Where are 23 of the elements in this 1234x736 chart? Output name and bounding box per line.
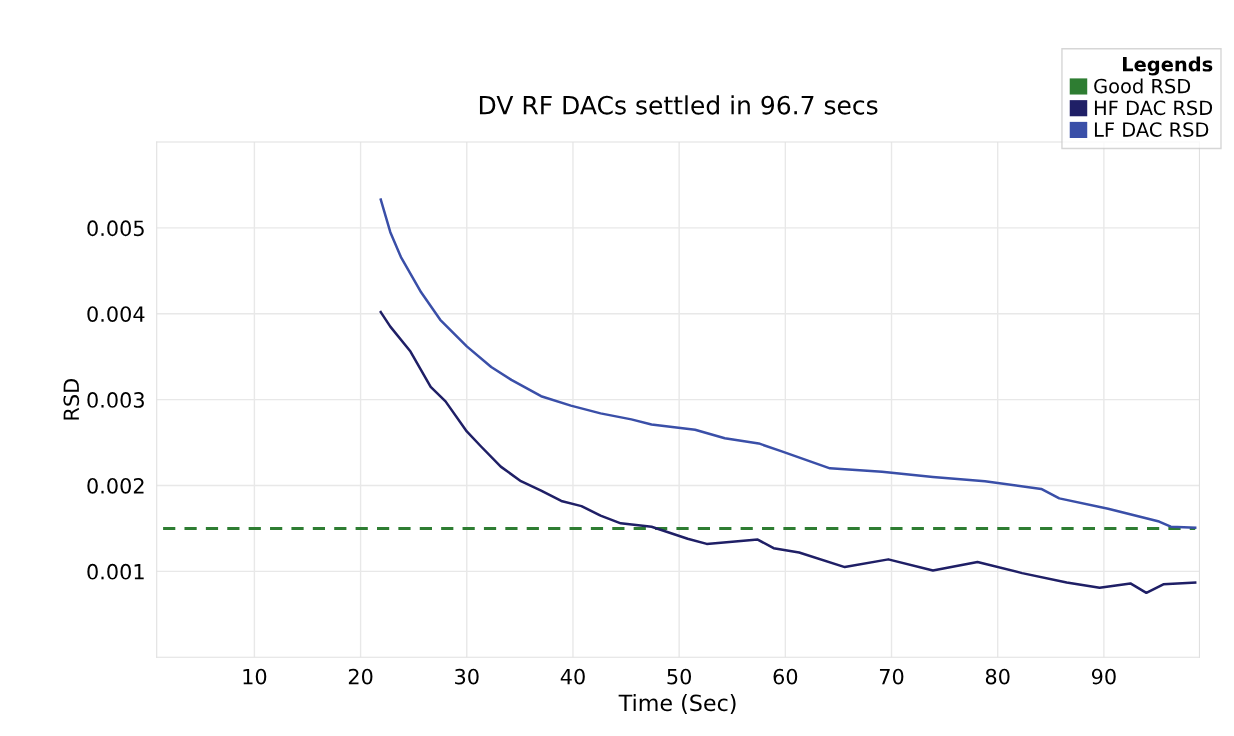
legend-label: LF DAC RSD xyxy=(1094,122,1209,137)
y-tick-label: 0.002 xyxy=(87,477,144,494)
y-tick-label: 0.003 xyxy=(87,392,144,408)
x-tick-label: 60 xyxy=(773,668,798,685)
x-tick-label: 50 xyxy=(667,668,692,685)
x-tick-label: 90 xyxy=(1091,668,1116,685)
legend-label: Good RSD xyxy=(1094,78,1191,94)
x-tick-label: 80 xyxy=(985,668,1010,685)
y-axis-title: RSD xyxy=(63,379,80,420)
chart-title: DV RF DACs settled in 96.7 secs xyxy=(479,95,878,115)
x-tick-label: 20 xyxy=(348,668,373,685)
y-tick-label: 0.004 xyxy=(87,306,145,322)
legend-title: Legends xyxy=(1123,56,1213,76)
y-tick-label: 0.005 xyxy=(87,220,144,237)
legend-label: HF DAC RSD xyxy=(1094,100,1213,116)
x-tick-label: 30 xyxy=(455,668,479,685)
x-tick-label: 10 xyxy=(243,668,267,685)
x-axis-title: Time (Sec) xyxy=(618,694,736,714)
x-tick-label: 70 xyxy=(879,668,904,685)
line-series xyxy=(379,198,1197,529)
line-series xyxy=(379,310,1197,595)
y-tick-label: 0.001 xyxy=(87,563,144,580)
x-tick-label: 40 xyxy=(560,668,585,685)
